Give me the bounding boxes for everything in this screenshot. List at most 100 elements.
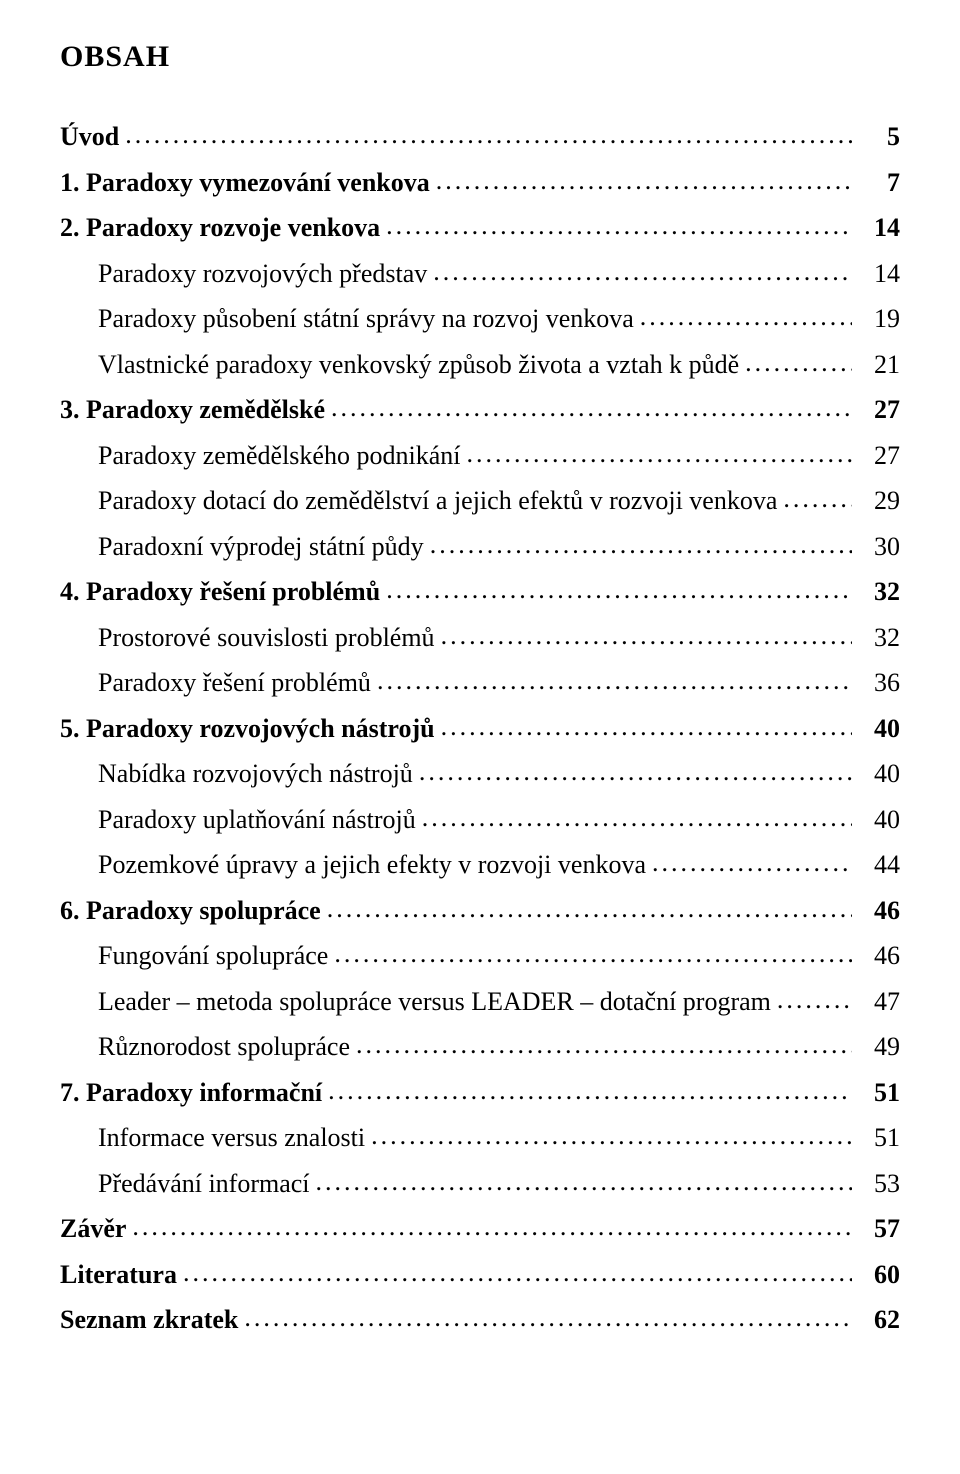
toc-row: 1. Paradoxy vymezování venkova 7	[60, 160, 900, 206]
toc-list: Úvod 5 1. Paradoxy vymezování venkova 72. P…	[60, 114, 900, 1343]
toc-entry-label: Paradoxy řešení problémů	[98, 660, 371, 706]
toc-leader-dots	[327, 886, 852, 932]
toc-entry-page: 40	[858, 706, 900, 752]
toc-row: Různorodost spolupráce49	[60, 1024, 900, 1070]
toc-row: Literatura 60	[60, 1252, 900, 1298]
toc-entry-label: Závěr	[60, 1206, 126, 1252]
toc-leader-dots	[441, 613, 852, 659]
toc-entry-label: 7. Paradoxy informační	[60, 1070, 322, 1116]
toc-leader-dots	[386, 203, 852, 249]
toc-heading: OBSAH	[60, 40, 900, 74]
toc-leader-dots	[244, 1295, 852, 1341]
toc-leader-dots	[331, 385, 852, 431]
toc-entry-page: 36	[858, 660, 900, 706]
toc-entry-label: Předávání informací	[98, 1161, 310, 1207]
toc-leader-dots	[132, 1204, 852, 1250]
toc-entry-label: Úvod	[60, 114, 119, 160]
toc-entry-page: 44	[858, 842, 900, 888]
toc-entry-label: Paradoxní výprodej státní půdy	[98, 524, 424, 570]
page: OBSAH Úvod51. Paradoxy vymezování venkov…	[0, 0, 960, 1474]
toc-row: 2. Paradoxy rozvoje venkova14	[60, 205, 900, 251]
toc-row: Seznam zkratek 62	[60, 1297, 900, 1343]
toc-entry-label: Seznam zkratek	[60, 1297, 238, 1343]
toc-entry-label: 6. Paradoxy spolupráce	[60, 888, 321, 934]
toc-row: 7. Paradoxy informační 51	[60, 1070, 900, 1116]
toc-entry-page: 40	[858, 797, 900, 843]
toc-entry-page: 46	[858, 933, 900, 979]
toc-entry-page: 40	[858, 751, 900, 797]
toc-row: Nabídka rozvojových nástrojů 40	[60, 751, 900, 797]
toc-leader-dots	[183, 1250, 852, 1296]
toc-row: Vlastnické paradoxy venkovský způsob živ…	[60, 342, 900, 388]
toc-row: 3. Paradoxy zemědělské 27	[60, 387, 900, 433]
toc-leader-dots	[125, 112, 852, 158]
toc-row: Paradoxy zemědělského podnikání 27	[60, 433, 900, 479]
toc-row: Paradoxy uplatňování nástrojů 40	[60, 797, 900, 843]
toc-row: Závěr 57	[60, 1206, 900, 1252]
toc-entry-label: Prostorové souvislosti problémů	[98, 615, 435, 661]
toc-entry-page: 57	[858, 1206, 900, 1252]
toc-row: Paradoxy dotací do zemědělství a jejich …	[60, 478, 900, 524]
toc-entry-page: 14	[858, 251, 900, 297]
toc-entry-label: Vlastnické paradoxy venkovský způsob živ…	[98, 342, 739, 388]
toc-row: Paradoxy řešení problémů 36	[60, 660, 900, 706]
toc-entry-page: 32	[858, 615, 900, 661]
toc-entry-label: Paradoxy zemědělského podnikání	[98, 433, 460, 479]
toc-entry-label: Paradoxy rozvojových představ	[98, 251, 427, 297]
toc-entry-label: Leader – metoda spolupráce versus LEADER…	[98, 979, 771, 1025]
toc-entry-label: Paradoxy působení státní správy na rozvo…	[98, 296, 634, 342]
toc-leader-dots	[377, 658, 852, 704]
toc-entry-label: Paradoxy uplatňování nástrojů	[98, 797, 416, 843]
toc-entry-label: Pozemkové úpravy a jejich efekty v rozvo…	[98, 842, 646, 888]
toc-row: Pozemkové úpravy a jejich efekty v rozvo…	[60, 842, 900, 888]
toc-entry-label: 3. Paradoxy zemědělské	[60, 387, 325, 433]
toc-leader-dots	[433, 249, 852, 295]
toc-entry-page: 32	[858, 569, 900, 615]
toc-entry-page: 51	[858, 1115, 900, 1161]
toc-leader-dots	[436, 158, 852, 204]
toc-entry-label: Literatura	[60, 1252, 177, 1298]
toc-row: 6. Paradoxy spolupráce 46	[60, 888, 900, 934]
toc-entry-page: 62	[858, 1297, 900, 1343]
toc-entry-page: 29	[858, 478, 900, 524]
toc-entry-page: 60	[858, 1252, 900, 1298]
toc-entry-page: 21	[858, 342, 900, 388]
toc-leader-dots	[777, 977, 852, 1023]
toc-entry-page: 7	[858, 160, 900, 206]
toc-leader-dots	[441, 704, 852, 750]
toc-entry-page: 49	[858, 1024, 900, 1070]
toc-entry-page: 47	[858, 979, 900, 1025]
toc-entry-page: 27	[858, 387, 900, 433]
toc-row: Paradoxy rozvojových představ 14	[60, 251, 900, 297]
toc-row: Předávání informací53	[60, 1161, 900, 1207]
toc-leader-dots	[640, 294, 852, 340]
toc-row: Leader – metoda spolupráce versus LEADER…	[60, 979, 900, 1025]
toc-row: Prostorové souvislosti problémů 32	[60, 615, 900, 661]
toc-leader-dots	[334, 931, 852, 977]
toc-leader-dots	[466, 431, 852, 477]
toc-leader-dots	[316, 1159, 852, 1205]
toc-leader-dots	[419, 749, 852, 795]
toc-entry-label: Paradoxy dotací do zemědělství a jejich …	[98, 478, 777, 524]
toc-entry-label: Informace versus znalosti	[98, 1115, 365, 1161]
toc-leader-dots	[422, 795, 852, 841]
toc-entry-page: 51	[858, 1070, 900, 1116]
toc-entry-label: Fungování spolupráce	[98, 933, 328, 979]
toc-row: Informace versus znalosti 51	[60, 1115, 900, 1161]
toc-row: Paradoxy působení státní správy na rozvo…	[60, 296, 900, 342]
toc-leader-dots	[356, 1022, 852, 1068]
toc-entry-label: 5. Paradoxy rozvojových nástrojů	[60, 706, 435, 752]
toc-entry-page: 46	[858, 888, 900, 934]
toc-entry-page: 30	[858, 524, 900, 570]
toc-entry-page: 27	[858, 433, 900, 479]
toc-entry-page: 5	[858, 114, 900, 160]
toc-leader-dots	[328, 1068, 852, 1114]
toc-leader-dots	[652, 840, 852, 886]
toc-entry-label: 1. Paradoxy vymezování venkova	[60, 160, 430, 206]
toc-leader-dots	[430, 522, 852, 568]
toc-row: Paradoxní výprodej státní půdy 30	[60, 524, 900, 570]
toc-entry-label: Nabídka rozvojových nástrojů	[98, 751, 413, 797]
toc-row: 4. Paradoxy řešení problémů32	[60, 569, 900, 615]
toc-leader-dots	[386, 567, 852, 613]
toc-leader-dots	[783, 476, 852, 522]
